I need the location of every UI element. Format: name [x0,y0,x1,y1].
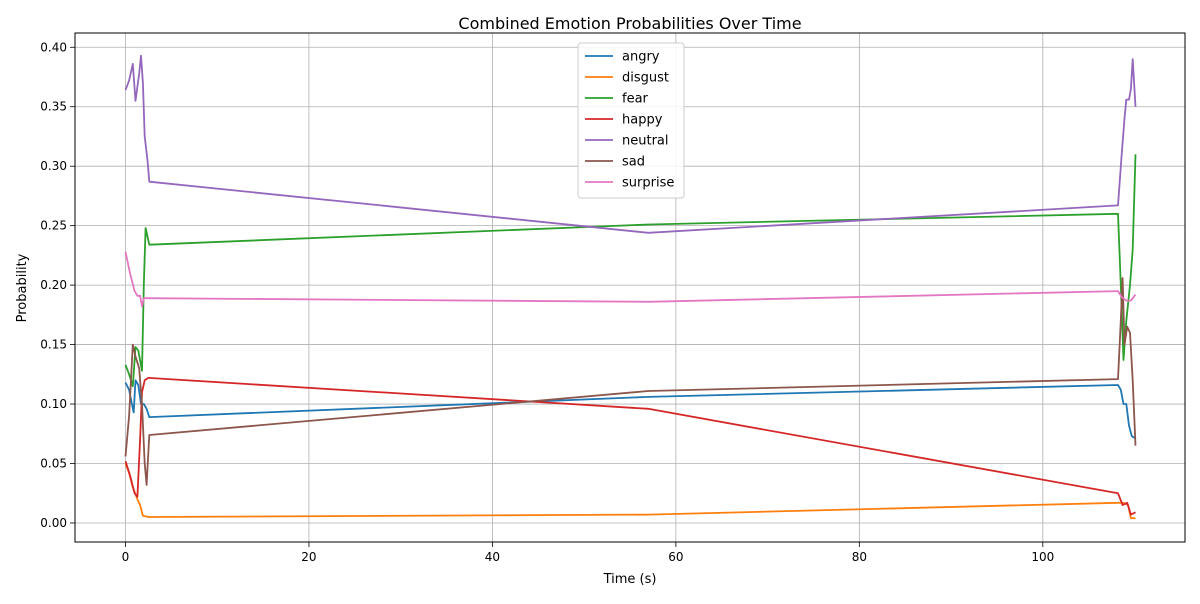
x-tick-label: 100 [1031,550,1054,564]
series-line-happy [124,376,1136,516]
x-axis-ticks: 0 20 40 60 80 100 [122,542,1054,564]
series-line-neutral [124,54,1137,234]
x-tick-label: 20 [301,550,316,564]
series-lines [124,54,1137,520]
y-tick-label: 0.15 [40,338,67,352]
y-tick-label: 0.30 [40,159,67,173]
plot-frame [74,32,1186,543]
y-tick-label: 0.20 [40,278,67,292]
series-line-angry [124,379,1136,440]
x-tick-label: 60 [668,550,683,564]
y-tick-label: 0.40 [40,40,67,54]
y-tick-label: 0.25 [40,219,67,233]
x-tick-label: 40 [485,550,500,564]
y-tick-label: 0.35 [40,100,67,114]
legend-label-fear: fear [622,92,649,107]
legend-label-happy: happy [622,113,663,128]
y-tick-label: 0.05 [40,457,67,471]
legend-label-disgust: disgust [622,71,669,86]
legend: angry disgust fear happy neutral sad surprise [577,42,685,199]
series-line-sad [124,277,1137,486]
x-tick-label: 0 [122,550,130,564]
series-line-disgust [124,463,1136,520]
y-axis-ticks: 0.00 0.05 0.10 0.15 0.20 0.25 0.30 0.35 0.40 [40,40,75,530]
legend-label-neutral: neutral [622,134,669,149]
y-axis-label: Probability [15,253,30,322]
series-line-surprise [124,251,1137,308]
legend-box [577,42,685,199]
y-tick-label: 0.10 [40,397,67,411]
chart-title: Combined Emotion Probabilities Over Time [458,14,801,33]
y-tick-label: 0.00 [40,516,67,530]
series-line-fear [124,154,1137,388]
legend-label-sad: sad [622,155,645,170]
legend-label-surprise: surprise [622,176,674,191]
x-axis-label: Time (s) [603,572,657,587]
x-tick-label: 80 [852,550,867,564]
legend-label-angry: angry [622,50,660,65]
